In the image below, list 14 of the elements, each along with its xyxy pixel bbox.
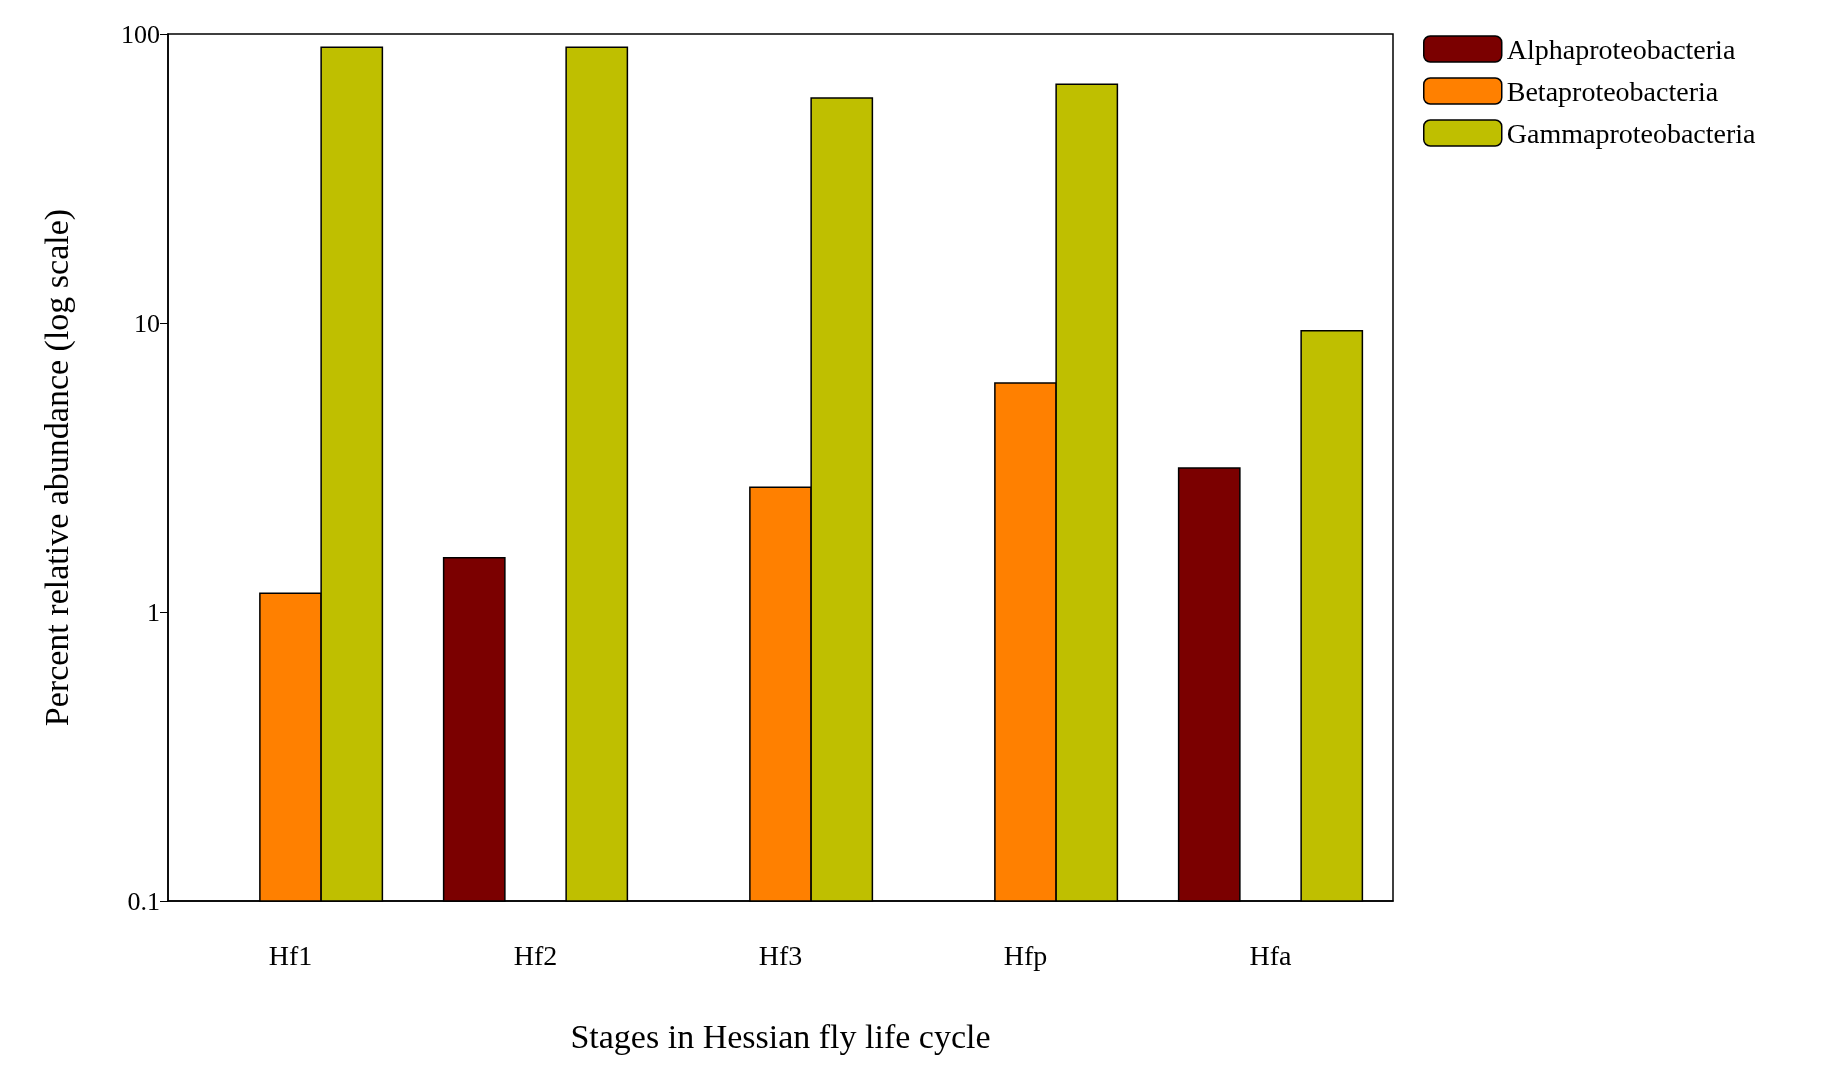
x-tick-label: Hfa: [1249, 939, 1293, 971]
y-axis-title: Percent relative abundance (log scale): [37, 208, 76, 727]
y-tick-label: 100: [121, 19, 160, 49]
x-tick-label: Hf1: [268, 939, 313, 971]
x-axis-title: Stages in Hessian fly life cycle: [570, 1017, 991, 1055]
legend-label: Gammaproteobacteria: [1506, 117, 1757, 149]
y-tick-label: 0.1: [127, 886, 160, 916]
legend-label: Alphaproteobacteria: [1506, 33, 1736, 65]
x-tick-label: Hfp: [1003, 939, 1048, 971]
y-tick-label: 10: [134, 308, 160, 338]
x-tick-label: Hf3: [758, 939, 803, 971]
y-tick-label: 1: [147, 597, 160, 627]
legend-label: Betaproteobacteria: [1506, 75, 1719, 107]
x-tick-label: Hf2: [513, 939, 558, 971]
